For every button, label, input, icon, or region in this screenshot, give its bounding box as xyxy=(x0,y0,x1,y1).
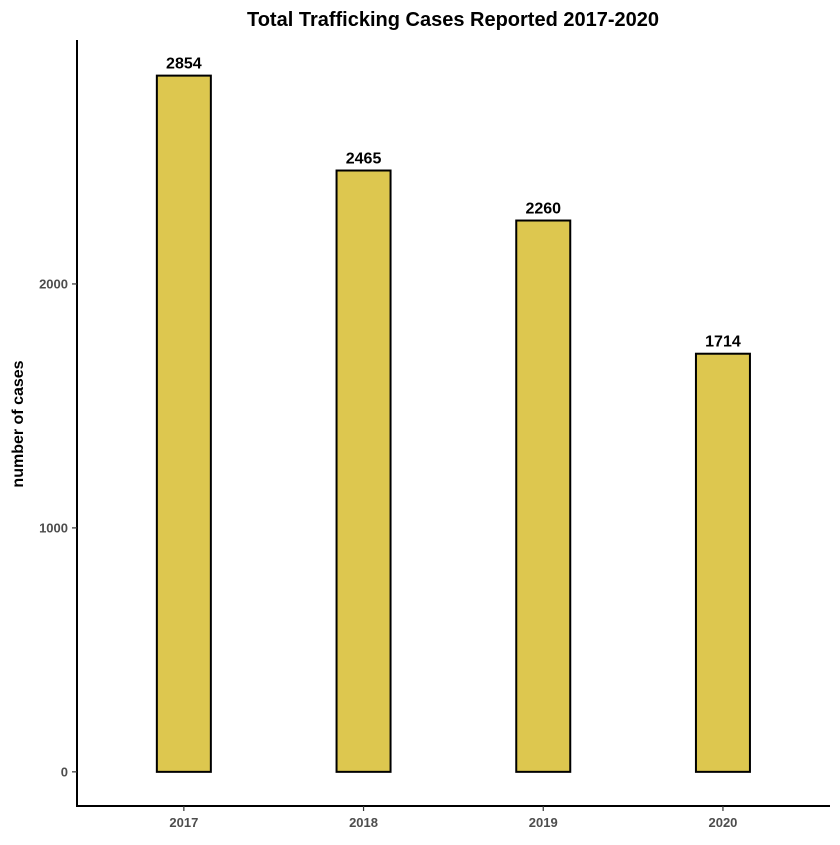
x-tick-label: 2020 xyxy=(708,815,737,830)
bar-2018 xyxy=(335,169,392,773)
chart-title: Total Trafficking Cases Reported 2017-20… xyxy=(247,9,659,31)
x-tick-label: 2019 xyxy=(529,815,558,830)
y-axis-label: number of cases xyxy=(10,360,27,487)
y-tick-label: 1000 xyxy=(39,520,68,535)
data-labels-group: 2854 2465 2260 1714 xyxy=(166,56,741,351)
x-tick-label: 2018 xyxy=(349,815,378,830)
x-ticks-group: 2017 2018 2019 2020 xyxy=(169,806,737,830)
bars-group xyxy=(155,74,751,773)
bar-2020 xyxy=(694,352,751,773)
data-label-2019: 2260 xyxy=(525,201,561,218)
data-label-2017: 2854 xyxy=(166,56,202,73)
y-tick-label: 2000 xyxy=(39,276,68,291)
data-label-2018: 2465 xyxy=(346,151,382,168)
data-label-2020: 1714 xyxy=(705,334,741,351)
x-tick-label: 2017 xyxy=(169,815,198,830)
y-ticks-group: 0 1000 2000 xyxy=(39,276,77,779)
bar-2019 xyxy=(515,219,572,773)
y-tick-label: 0 xyxy=(61,764,68,779)
bar-2017 xyxy=(155,74,212,773)
